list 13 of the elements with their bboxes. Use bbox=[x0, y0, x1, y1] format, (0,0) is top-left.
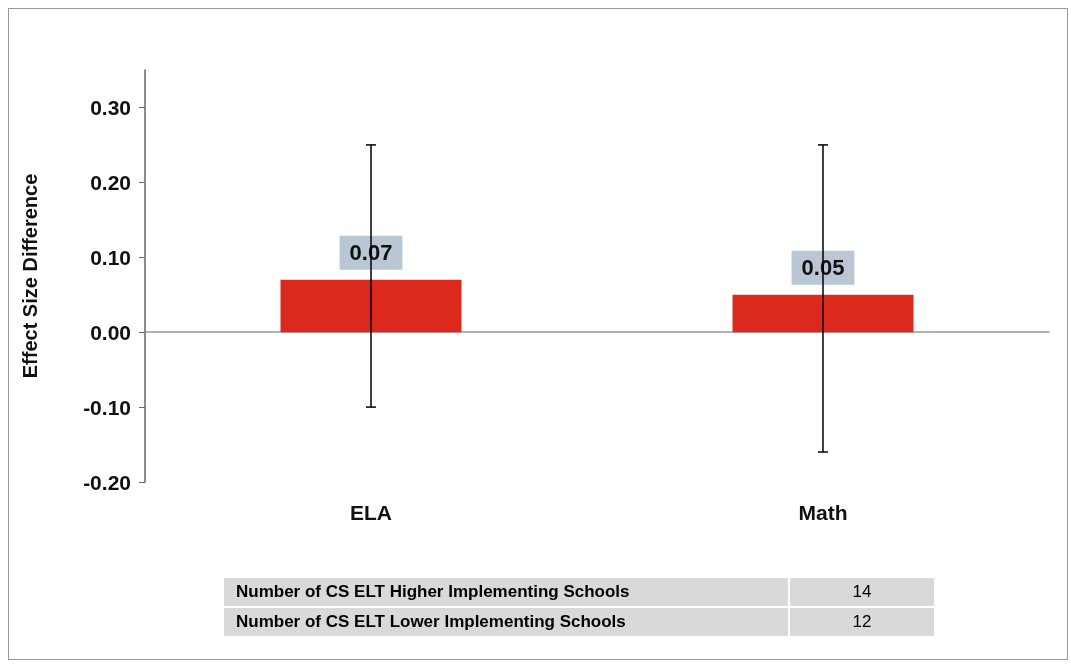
x-tick-label: Math bbox=[798, 501, 848, 524]
y-tick-label: 0.20 bbox=[90, 170, 131, 194]
y-axis-title: Effect Size Difference bbox=[19, 173, 41, 379]
text: Number of CS ELT Lower Implementing Schools bbox=[223, 607, 789, 637]
y-tick-label: 0.10 bbox=[90, 245, 131, 269]
y-tick-label: 0.00 bbox=[90, 320, 131, 344]
y-tick-label: -0.10 bbox=[83, 395, 131, 419]
y-tick-label: 0.30 bbox=[90, 95, 131, 119]
y-tick-label: -0.20 bbox=[83, 470, 131, 494]
x-tick-label: ELA bbox=[350, 501, 392, 524]
text: Number of CS ELT Higher Implementing Schools bbox=[223, 577, 789, 607]
text: 12 bbox=[789, 607, 935, 637]
text: 14 bbox=[789, 577, 935, 607]
